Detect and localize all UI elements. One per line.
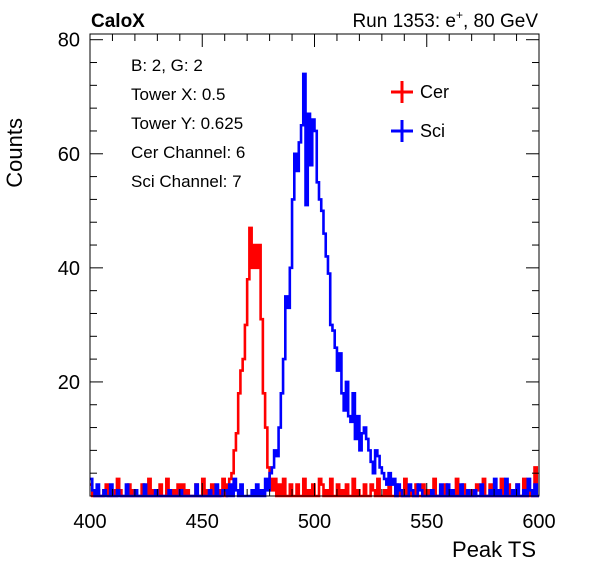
info-line-tower-y: Tower Y: 0.625 bbox=[131, 114, 243, 133]
experiment-label: CaloX bbox=[91, 11, 145, 32]
y-tick-label: 60 bbox=[58, 144, 80, 166]
info-box-lines: B: 2, G: 2 Tower X: 0.5 Tower Y: 0.625 C… bbox=[131, 56, 245, 191]
y-tick-label: 80 bbox=[58, 30, 80, 52]
x-tick-label: 500 bbox=[298, 511, 331, 533]
x-tick-label: 400 bbox=[73, 511, 106, 533]
info-line-board: B: 2, G: 2 bbox=[131, 56, 203, 75]
x-axis-title: Peak TS bbox=[452, 537, 536, 562]
x-tick-label: 450 bbox=[186, 511, 219, 533]
legend: Cer Sci bbox=[391, 81, 449, 142]
legend-entry-sci: Sci bbox=[391, 120, 445, 142]
info-line-sci-channel: Sci Channel: 7 bbox=[131, 172, 242, 191]
x-tick-label: 600 bbox=[522, 511, 555, 533]
y-tick-label: 40 bbox=[58, 258, 80, 280]
info-line-cer-channel: Cer Channel: 6 bbox=[131, 143, 245, 162]
legend-entry-cer: Cer bbox=[391, 81, 449, 103]
series-line-cer bbox=[90, 226, 539, 498]
run-label: Run 1353: e+, 80 GeV bbox=[352, 8, 538, 32]
y-axis-title: Counts bbox=[2, 118, 27, 188]
legend-label-cer: Cer bbox=[420, 82, 449, 102]
info-box bbox=[118, 46, 360, 204]
info-line-tower-x: Tower X: 0.5 bbox=[131, 85, 226, 104]
x-tick-label: 550 bbox=[410, 511, 443, 533]
legend-label-sci: Sci bbox=[420, 121, 445, 141]
ticks-layer: 400 450 500 550 600 20 40 60 80 bbox=[58, 30, 556, 533]
y-tick-label: 20 bbox=[58, 372, 80, 394]
